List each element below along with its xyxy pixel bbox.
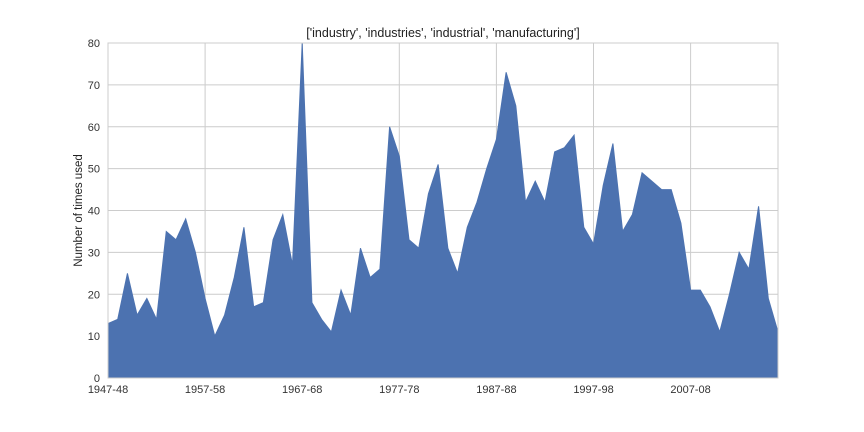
- x-tick-label: 2007-08: [670, 384, 710, 396]
- x-tick-label: 1997-98: [573, 384, 613, 396]
- y-tick-label: 40: [88, 206, 100, 218]
- x-tick-label: 1977-78: [379, 384, 419, 396]
- x-tick-label: 1967-68: [282, 384, 322, 396]
- y-tick-label: 80: [88, 38, 100, 50]
- y-tick-label: 10: [88, 331, 100, 343]
- x-tick-label: 1987-88: [476, 384, 516, 396]
- y-tick-label: 20: [88, 289, 100, 301]
- x-tick-labels: 1947-48 1957-58 1967-68 1977-78 1987-88 1997-…: [88, 384, 711, 396]
- y-tick-label: 50: [88, 164, 100, 176]
- x-tick-label: 1947-48: [88, 384, 128, 396]
- y-tick-label: 70: [88, 80, 100, 92]
- x-tick-label: 1957-58: [185, 384, 225, 396]
- chart-title: ['industry', 'industries', 'industrial',…: [306, 26, 579, 40]
- y-tick-label: 60: [88, 122, 100, 134]
- plot-frame: [107, 42, 779, 379]
- series-area-group: [107, 42, 779, 379]
- y-tick-labels: 0 10 20 30 40 50 60 70 80: [88, 38, 100, 385]
- y-tick-label: 0: [94, 373, 100, 385]
- series-area: [107, 42, 779, 379]
- y-tick-label: 30: [88, 247, 100, 259]
- y-axis-label: Number of times used: [73, 154, 85, 267]
